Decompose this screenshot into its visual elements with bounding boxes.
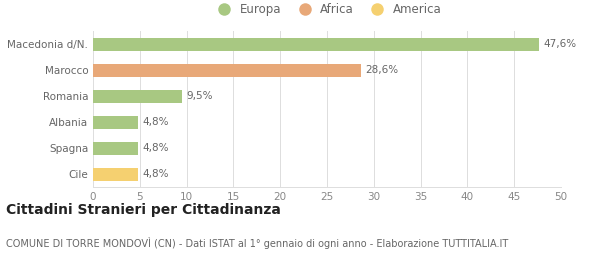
Text: 4,8%: 4,8% [143,143,169,153]
Text: 4,8%: 4,8% [143,117,169,127]
Text: COMUNE DI TORRE MONDOVÌ (CN) - Dati ISTAT al 1° gennaio di ogni anno - Elaborazi: COMUNE DI TORRE MONDOVÌ (CN) - Dati ISTA… [6,237,508,249]
Text: 9,5%: 9,5% [187,91,213,101]
Bar [93,116,138,129]
Bar [93,168,138,181]
Text: Cittadini Stranieri per Cittadinanza: Cittadini Stranieri per Cittadinanza [6,203,281,217]
Bar [93,142,138,155]
Text: 28,6%: 28,6% [365,65,398,75]
Legend: Europa, Africa, America: Europa, Africa, America [208,0,446,21]
Text: 47,6%: 47,6% [543,39,577,49]
Bar [93,64,361,77]
Text: 4,8%: 4,8% [143,169,169,179]
Bar [93,38,539,51]
Bar [93,90,182,103]
